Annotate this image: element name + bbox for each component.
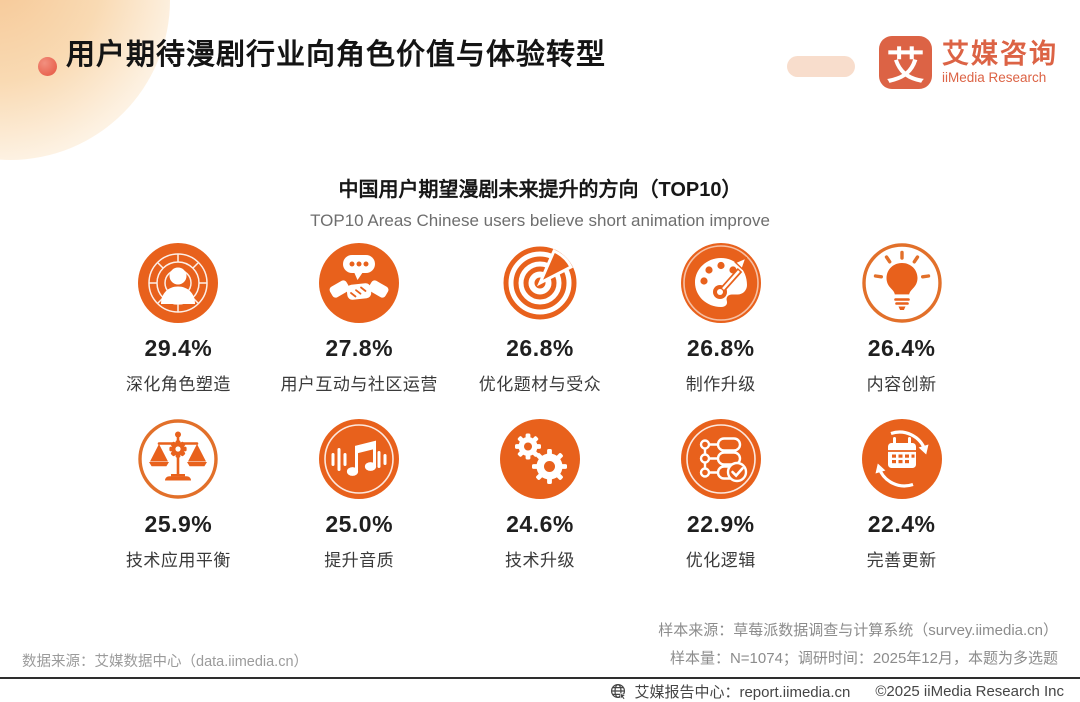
header-pill-decoration xyxy=(787,56,855,77)
brand-logo: 艾 艾媒咨询 iiMedia Research xyxy=(879,36,1058,89)
stat-value: 26.4% xyxy=(867,335,936,361)
palette-brush-icon xyxy=(680,242,762,324)
stat-item: 25.9% 技术应用平衡 xyxy=(88,418,269,571)
stat-label: 提升音质 xyxy=(324,551,395,570)
footer-divider xyxy=(0,677,1080,679)
sample-notes: 样本来源：草莓派数据调查与计算系统（survey.iimedia.cn） 样本量… xyxy=(658,617,1058,673)
footer-report-center: 艾媒报告中心：report.iimedia.cn xyxy=(634,683,851,701)
handshake-chat-icon xyxy=(318,242,400,324)
stat-value: 27.8% xyxy=(325,335,394,361)
checklist-flow-icon xyxy=(680,418,762,500)
globe-icon xyxy=(611,683,627,700)
stat-item: 24.6% 技术升级 xyxy=(450,418,631,571)
stat-value: 22.9% xyxy=(686,511,755,537)
footer-copyright: ©2025 iiMedia Research Inc xyxy=(875,682,1064,700)
sample-info-note: 样本量：N=1074；调研时间：2025年12月，本题为多选题 xyxy=(669,650,1058,667)
stat-value: 26.8% xyxy=(506,335,574,361)
stat-label: 技术应用平衡 xyxy=(125,551,231,570)
target-pie-icon xyxy=(499,242,581,324)
chart-title: 中国用户期望漫剧未来提升的方向（TOP10） xyxy=(338,179,742,201)
calendar-refresh-icon xyxy=(861,418,943,500)
stat-item: 26.8% 优化题材与受众 xyxy=(450,242,631,395)
stat-label: 优化题材与受众 xyxy=(478,375,602,394)
stat-value: 26.8% xyxy=(686,335,755,361)
stat-item: 26.8% 制作升级 xyxy=(630,242,811,395)
logo-name-cn: 艾媒咨询 xyxy=(942,39,1058,70)
stats-grid: 29.4% 深化角色塑造 27.8% 用户互动与社区运营 26.8% 优化题材与… xyxy=(88,242,992,571)
person-target-icon xyxy=(137,242,219,324)
logo-mark-icon: 艾 xyxy=(879,36,932,89)
stat-label: 深化角色塑造 xyxy=(125,375,231,394)
logo-text: 艾媒咨询 iiMedia Research xyxy=(942,39,1058,85)
footer: 艾媒报告中心：report.iimedia.cn ©2025 iiMedia R… xyxy=(610,681,1064,701)
stat-item: 25.0% 提升音质 xyxy=(269,418,450,571)
lightbulb-icon xyxy=(861,242,943,324)
scales-gear-icon xyxy=(137,418,219,500)
stat-label: 用户互动与社区运营 xyxy=(280,375,438,394)
music-note-icon xyxy=(318,418,400,500)
logo-name-en: iiMedia Research xyxy=(942,69,1047,85)
title-accent-dot xyxy=(38,57,57,76)
gears-icon xyxy=(499,418,581,500)
stat-item: 27.8% 用户互动与社区运营 xyxy=(269,242,450,395)
stat-label: 技术升级 xyxy=(504,551,575,570)
stat-item: 22.4% 完善更新 xyxy=(811,418,992,571)
stat-item: 22.9% 优化逻辑 xyxy=(630,418,811,571)
stat-item: 29.4% 深化角色塑造 xyxy=(88,242,269,395)
stat-label: 完善更新 xyxy=(866,551,937,570)
stat-label: 内容创新 xyxy=(866,375,937,394)
stat-item: 26.4% 内容创新 xyxy=(811,242,992,395)
stat-label: 制作升级 xyxy=(685,375,756,394)
stat-value: 22.4% xyxy=(867,511,936,537)
stat-value: 29.4% xyxy=(144,335,213,361)
chart-subtitle: TOP10 Areas Chinese users believe short … xyxy=(310,211,770,230)
corner-gradient-blob xyxy=(0,0,170,160)
stat-label: 优化逻辑 xyxy=(685,551,756,570)
data-source-note: 数据来源：艾媒数据中心（data.iimedia.cn） xyxy=(22,654,309,670)
stat-value: 24.6% xyxy=(506,511,574,537)
stat-value: 25.9% xyxy=(144,511,213,537)
stat-value: 25.0% xyxy=(325,511,394,537)
sample-source-note: 样本来源：草莓派数据调查与计算系统（survey.iimedia.cn） xyxy=(658,622,1058,639)
page-title: 用户期待漫剧行业向角色价值与体验转型 xyxy=(66,39,607,71)
